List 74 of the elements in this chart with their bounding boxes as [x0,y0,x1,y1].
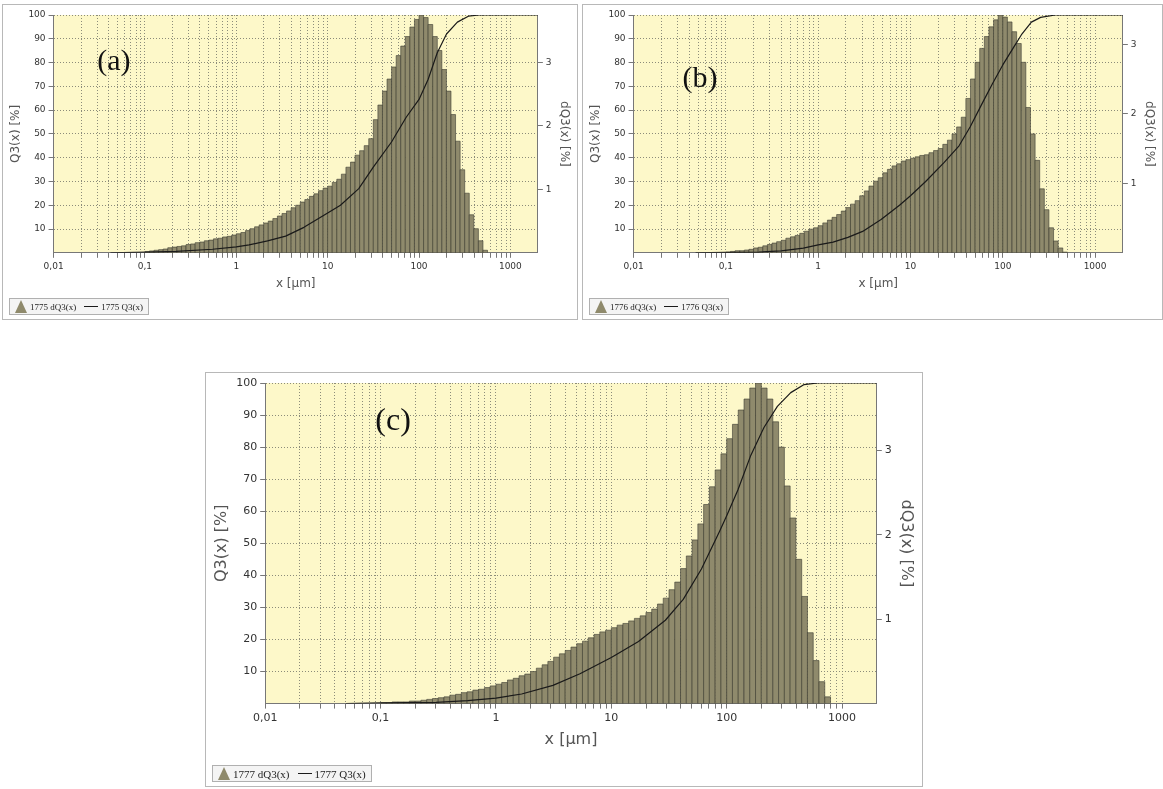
x-tick-label: 100 [410,260,428,271]
legend-label: 1777 Q3(x) [314,767,366,780]
y-tick-label: 20 [243,632,258,646]
y2-tick-label: 1 [545,183,552,194]
y-tick-label: 20 [34,199,46,210]
y-axis-title: Q3(x) [%] [8,104,23,163]
legend-label: 1776 dQ3(x) [610,301,657,312]
y-tick-label: 10 [243,664,258,678]
y-tick-label: 70 [34,80,46,91]
y-tick-label: 40 [243,568,258,582]
y2-tick-label: 3 [1130,38,1137,49]
y-tick-label: 30 [243,600,258,614]
y-tick-label: 30 [34,175,46,186]
y-tick-label: 60 [34,104,46,115]
legend-label: 1776 Q3(x) [681,301,723,312]
y2-tick-label: 1 [1130,177,1137,188]
y-tick-label: 60 [243,504,258,518]
y2-tick-label: 2 [545,120,552,131]
x-tick-label: 10 [904,260,917,271]
y2-tick-label: 3 [545,56,552,67]
y-tick-label: 80 [34,56,46,67]
y-axis-title: Q3(x) [%] [210,504,230,583]
y-tick-label: 50 [614,128,626,139]
x-tick-label: 0,01 [252,711,278,725]
x-tick-label: 1000 [1083,260,1107,271]
x-tick-label: 0,01 [43,260,64,271]
y-tick-label: 70 [243,472,258,486]
x-tick-label: 100 [716,711,738,725]
x-axis-title: x [µm] [858,275,899,290]
legend-label: 1775 dQ3(x) [30,301,77,312]
y2-tick-label: 3 [884,443,892,457]
x-axis-title: x [µm] [544,728,598,748]
y-tick-label: 20 [614,199,626,210]
x-tick-label: 0,1 [718,260,734,271]
y-axis-title: Q3(x) [%] [588,104,603,163]
y-tick-label: 90 [34,33,46,44]
y-tick-label: 10 [614,223,626,234]
annotation: (a) [97,43,131,78]
x-axis-title: x [µm] [275,275,316,290]
y2-axis-title: dQ3(x) [%] [557,101,572,167]
x-tick-label: 1 [233,260,240,271]
x-tick-label: 0,1 [371,711,390,725]
x-tick-label: 0,1 [137,260,153,271]
annotation: (c) [375,400,411,437]
y-tick-label: 60 [614,104,626,115]
x-tick-label: 1000 [498,260,523,271]
x-tick-label: 1 [492,711,500,725]
x-tick-label: 0,01 [623,260,644,271]
y-tick-label: 100 [236,375,258,389]
legend-label: 1777 dQ3(x) [233,767,290,780]
y-tick-label: 90 [614,33,626,44]
y-tick-label: 40 [614,152,626,163]
y2-axis-title: dQ3(x) [%] [898,499,918,588]
x-tick-label: 1000 [828,711,857,725]
y-tick-label: 100 [28,9,46,20]
y-tick-label: 50 [243,536,258,550]
y-tick-label: 80 [614,56,626,67]
y-tick-label: 40 [34,152,46,163]
x-tick-label: 10 [321,260,334,271]
y-tick-label: 10 [34,223,46,234]
y2-axis-title: dQ3(x) [%] [1142,101,1157,167]
y2-tick-label: 2 [1130,108,1137,119]
y-tick-label: 70 [614,80,626,91]
y2-tick-label: 1 [884,612,892,626]
y-tick-label: 30 [614,175,626,186]
y-tick-label: 80 [243,439,258,453]
x-tick-label: 100 [994,260,1012,271]
x-tick-label: 1 [815,260,822,271]
y-tick-label: 100 [608,9,626,20]
legend-label: 1775 Q3(x) [101,301,143,312]
y2-tick-label: 2 [884,527,892,541]
y-tick-label: 50 [34,128,46,139]
annotation: (b) [682,60,718,95]
y-tick-label: 90 [243,407,258,421]
